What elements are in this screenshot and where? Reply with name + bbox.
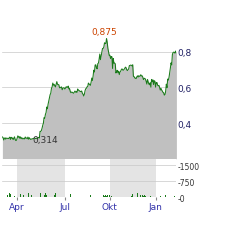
Bar bbox=[106, 196, 107, 198]
Bar bbox=[70, 194, 71, 198]
Bar bbox=[160, 196, 161, 198]
Bar bbox=[140, 195, 141, 198]
Bar bbox=[142, 195, 143, 198]
Bar bbox=[173, 195, 174, 198]
Bar bbox=[131, 196, 132, 198]
Bar bbox=[109, 195, 110, 198]
Bar bbox=[31, 195, 32, 198]
Bar bbox=[111, 196, 112, 198]
Bar bbox=[105, 195, 106, 198]
Bar bbox=[143, 196, 144, 198]
Bar bbox=[132, 194, 133, 198]
Bar bbox=[145, 196, 146, 198]
Bar bbox=[44, 195, 45, 198]
Bar bbox=[110, 159, 156, 198]
Bar bbox=[28, 194, 29, 198]
Bar bbox=[14, 196, 15, 198]
Bar bbox=[40, 193, 41, 198]
Bar bbox=[10, 194, 11, 198]
Bar bbox=[7, 195, 8, 198]
Bar bbox=[55, 194, 56, 198]
Bar bbox=[102, 197, 103, 198]
Bar bbox=[20, 194, 21, 198]
Bar bbox=[105, 197, 106, 198]
Bar bbox=[90, 196, 91, 198]
Bar bbox=[25, 197, 26, 198]
Bar bbox=[165, 196, 166, 198]
Bar bbox=[104, 196, 105, 198]
Bar bbox=[137, 193, 138, 198]
Bar bbox=[130, 195, 131, 198]
Bar bbox=[9, 193, 10, 198]
Bar bbox=[174, 196, 175, 198]
Bar bbox=[45, 193, 46, 198]
Bar bbox=[54, 195, 55, 198]
Bar bbox=[17, 159, 65, 198]
Bar bbox=[150, 196, 151, 198]
Bar bbox=[107, 195, 108, 198]
Text: 0,875: 0,875 bbox=[92, 28, 118, 37]
Bar bbox=[46, 195, 47, 198]
Bar bbox=[31, 196, 32, 198]
Text: 0,314: 0,314 bbox=[32, 135, 58, 144]
Bar bbox=[115, 195, 116, 198]
Bar bbox=[126, 197, 127, 198]
Bar bbox=[103, 195, 104, 198]
Bar bbox=[103, 195, 104, 198]
